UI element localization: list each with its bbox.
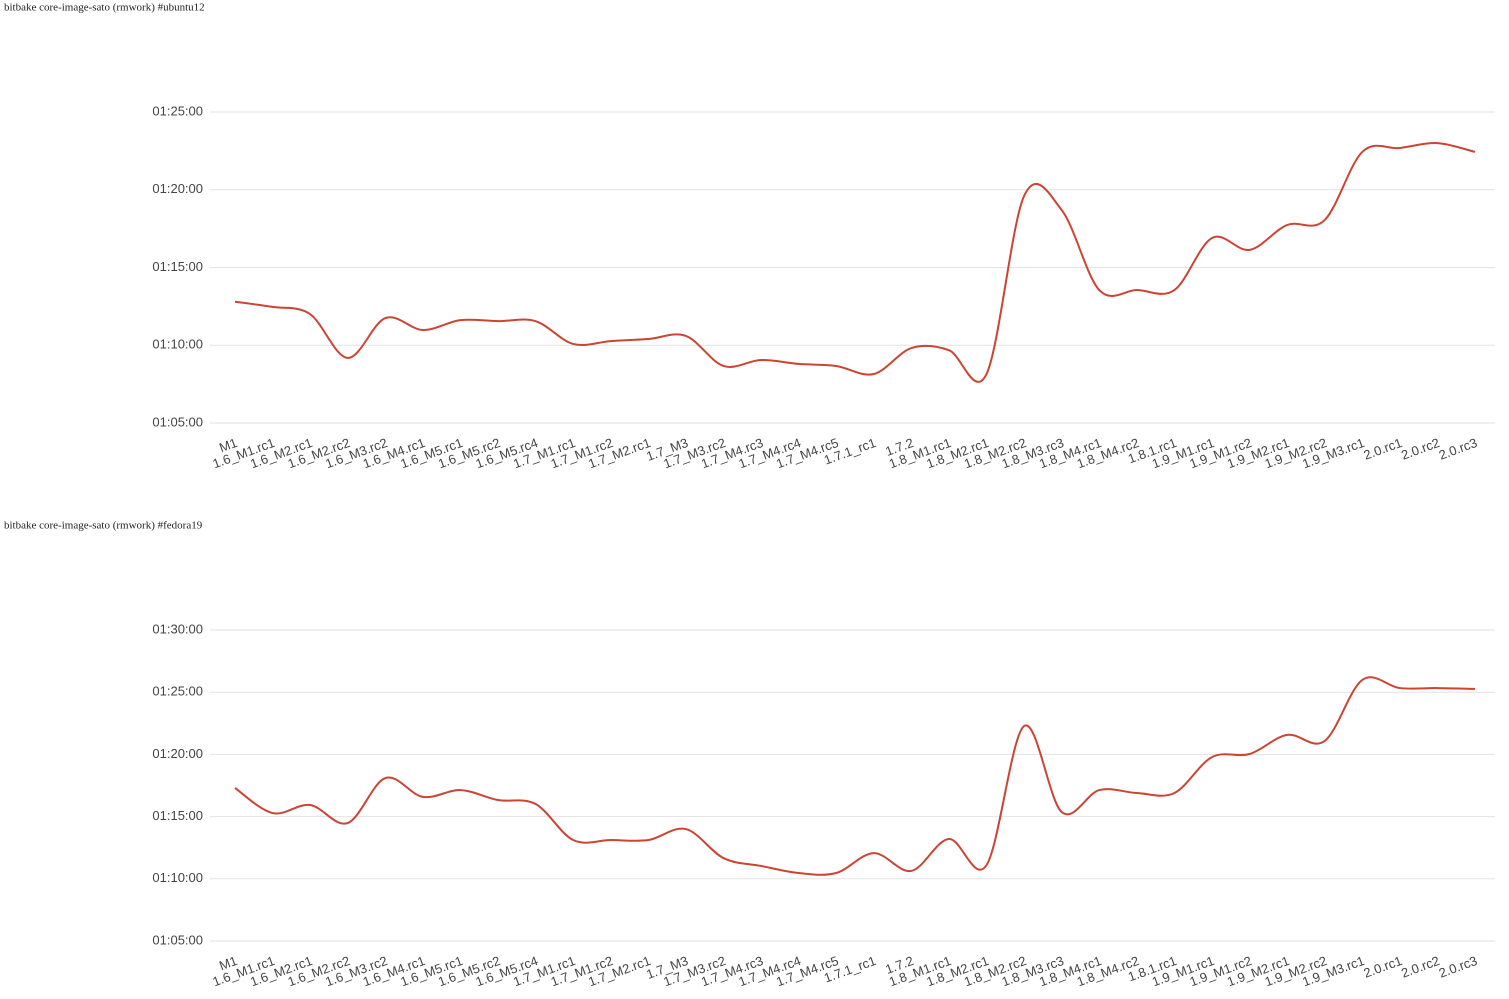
- x-tick-label: 2.0.rc3: [1437, 435, 1479, 463]
- median-line: [234, 142, 1476, 383]
- y-tick-label: 01:10:00: [152, 870, 203, 885]
- y-tick-label: 01:20:00: [152, 746, 203, 761]
- y-tick-label: 01:15:00: [152, 259, 203, 274]
- x-tick-label: 2.0.rc1: [1362, 953, 1404, 981]
- y-tick-label: 01:05:00: [152, 932, 203, 947]
- x-tick-label: M1: [217, 953, 239, 973]
- y-tick-label: 01:25:00: [152, 103, 203, 118]
- y-tick-label: 01:10:00: [152, 337, 203, 352]
- y-tick-label: 01:25:00: [152, 684, 203, 699]
- x-tick-label: 2.0.rc3: [1437, 953, 1479, 981]
- x-tick-label: 2.0.rc1: [1362, 435, 1404, 463]
- median-line: [234, 676, 1476, 876]
- chart-title: bitbake core-image-sato (rmwork) #fedora…: [4, 520, 203, 532]
- x-tick-label: 2.0.rc2: [1399, 435, 1441, 463]
- y-tick-label: 01:30:00: [152, 621, 203, 636]
- x-tick-label: 2.0.rc2: [1399, 953, 1441, 981]
- y-tick-label: 01:15:00: [152, 808, 203, 823]
- y-tick-label: 01:05:00: [152, 414, 203, 429]
- x-tick-label: M1: [217, 435, 239, 455]
- y-tick-label: 01:20:00: [152, 181, 203, 196]
- chart-title: bitbake core-image-sato (rmwork) #ubuntu…: [4, 2, 205, 14]
